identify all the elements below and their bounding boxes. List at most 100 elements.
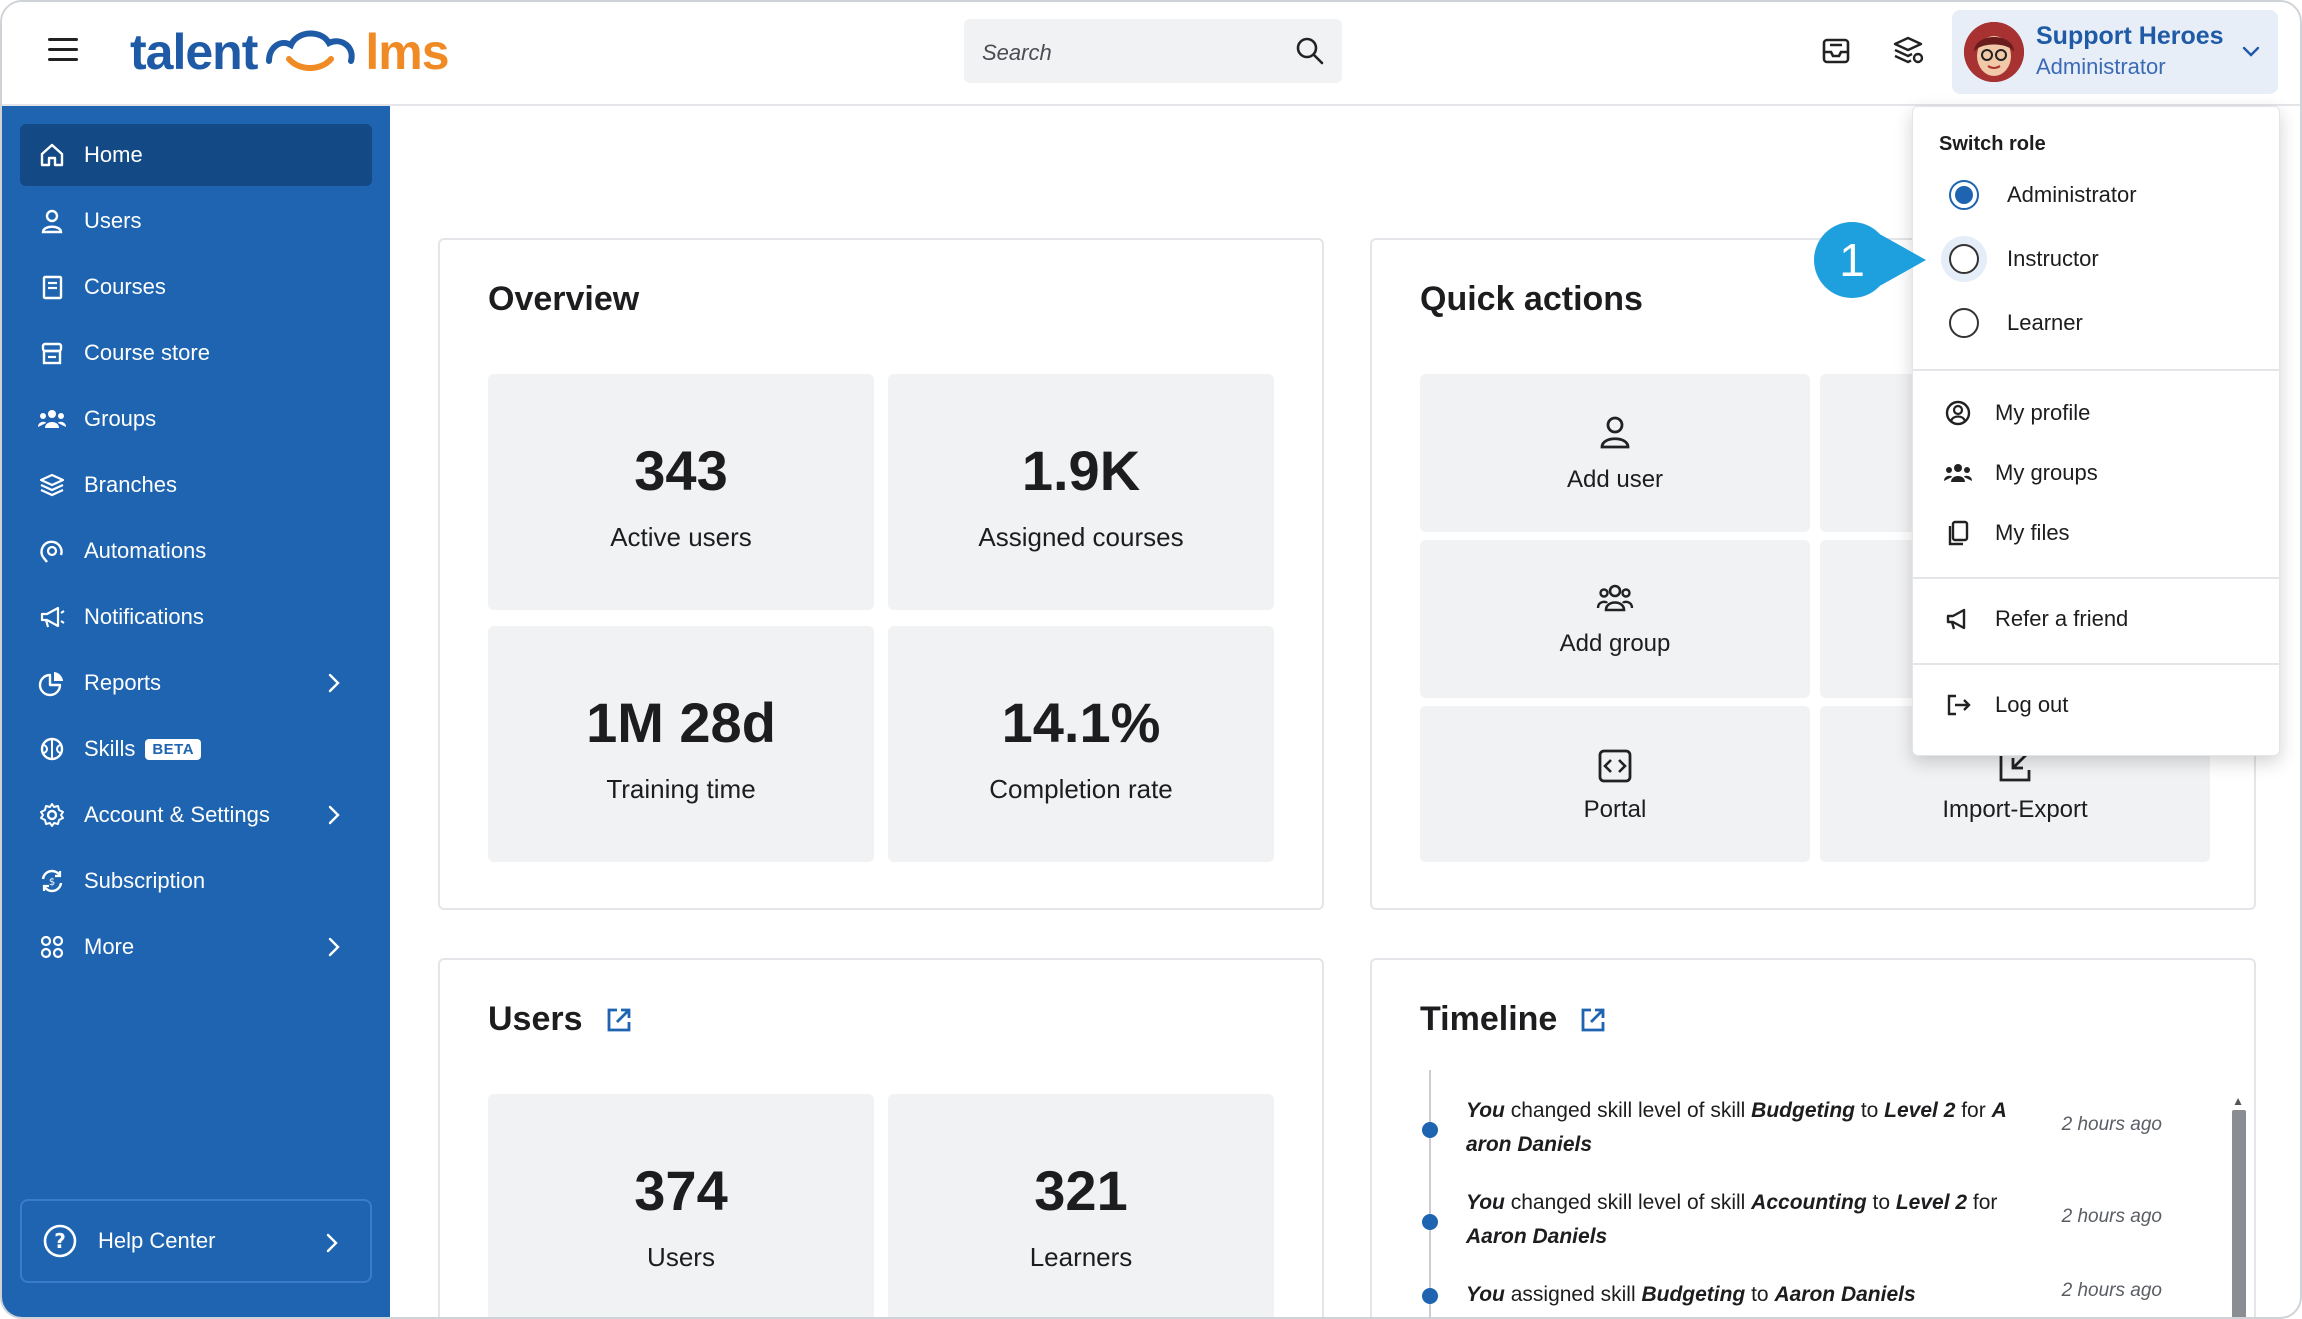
radio-unselected[interactable]: [1949, 244, 1979, 274]
sidebar-item-reports[interactable]: Reports: [20, 652, 372, 714]
home-icon: [40, 143, 64, 167]
radio-unselected[interactable]: [1949, 308, 1979, 338]
layers-settings-icon[interactable]: [1890, 32, 1926, 68]
menu-item-refer-a-friend[interactable]: Refer a friend: [1943, 599, 2263, 639]
help-center-label: Help Center: [98, 1228, 216, 1253]
divider: [1913, 369, 2279, 371]
timeline-time: 2 hours ago: [2061, 1280, 2162, 1301]
stat-label: Training time: [606, 774, 756, 804]
sidebar-item-notifications[interactable]: Notifications: [20, 586, 372, 648]
sidebar-item-label: Automations: [84, 538, 207, 563]
quick-actions-title: Quick actions: [1420, 280, 1643, 318]
sidebar-item-label: Subscription: [84, 868, 206, 893]
automation-icon: [40, 540, 63, 563]
megaphone-icon: [1946, 608, 1966, 630]
svg-text:?: ?: [54, 1229, 66, 1253]
chevron-right-icon: [328, 805, 340, 825]
hamburger-menu-icon[interactable]: [48, 38, 78, 62]
divider: [1913, 663, 2279, 665]
callout-number: 1: [1814, 222, 1890, 298]
menu-item-log-out[interactable]: Log out: [1943, 685, 2263, 725]
external-link-icon[interactable]: [1579, 1006, 1607, 1034]
beta-badge: BETA: [145, 738, 202, 760]
overview-title: Overview: [488, 280, 640, 318]
sidebar-item-label: Reports: [84, 670, 162, 695]
stat-tile-completion-rate[interactable]: 14.1% Completion rate: [888, 626, 1274, 862]
sidebar-item-groups[interactable]: Groups: [20, 388, 372, 450]
radio-selected[interactable]: [1949, 180, 1979, 210]
users-title-text: Users: [488, 1000, 583, 1038]
sidebar-item-courses[interactable]: Courses: [20, 256, 372, 318]
help-center-button[interactable]: ? Help Center: [20, 1199, 372, 1283]
role-option-administrator[interactable]: Administrator: [1949, 175, 2269, 215]
sidebar-item-branches[interactable]: Branches: [20, 454, 372, 516]
talentlms-logo[interactable]: talent lms: [130, 20, 450, 84]
book-icon: [42, 275, 63, 300]
stat-tile-learners[interactable]: 321 Learners: [888, 1094, 1274, 1317]
stat-tile-active-users[interactable]: 343 Active users: [488, 374, 874, 610]
sidebar-item-home[interactable]: Home: [20, 124, 372, 186]
top-header: talent lms Search: [2, 2, 2300, 106]
role-label: Instructor: [2007, 246, 2099, 271]
stat-value: 321: [1034, 1159, 1128, 1222]
stat-value: 374: [634, 1159, 728, 1222]
menu-item-my-files[interactable]: My files: [1943, 513, 2263, 553]
stat-label: Users: [647, 1242, 715, 1272]
help-icon: ?: [43, 1224, 77, 1258]
timeline-time: 2 hours ago: [2061, 1114, 2162, 1135]
role-option-instructor[interactable]: Instructor: [1949, 239, 2269, 279]
sidebar-item-course-store[interactable]: Course store: [20, 322, 372, 384]
menu-item-my-groups[interactable]: My groups: [1943, 453, 2263, 493]
sidebar-item-label: More: [84, 934, 135, 959]
search-icon[interactable]: [1294, 35, 1326, 67]
menu-item-my-profile[interactable]: My profile: [1943, 393, 2263, 433]
timeline-scrollbar[interactable]: [2232, 1110, 2246, 1317]
layers-icon: [39, 473, 65, 497]
files-icon: [1948, 520, 1969, 546]
sidebar-item-label: Groups: [84, 406, 157, 431]
sidebar-item-label: Branches: [84, 472, 177, 497]
sidebar-item-subscription[interactable]: $ Subscription: [20, 850, 372, 912]
overview-card: Overview 343 Active users 1.9K Assigned …: [438, 238, 1324, 910]
timeline-text: You changed skill level of skill Account…: [1466, 1191, 1998, 1248]
users-title: Users: [488, 1000, 633, 1039]
scroll-up-arrow-icon[interactable]: ▲: [2232, 1094, 2244, 1108]
groups-icon: [1944, 464, 1972, 482]
groups-icon: [38, 410, 66, 428]
sidebar-item-more[interactable]: More: [20, 916, 372, 978]
search-input[interactable]: Search: [964, 19, 1342, 83]
role-label: Learner: [2007, 310, 2083, 335]
sidebar-item-label: Account & Settings: [84, 802, 270, 827]
step-callout: 1: [1814, 222, 1926, 298]
sidebar-item-automations[interactable]: Automations: [20, 520, 372, 582]
quick-action-add-user[interactable]: Add user: [1420, 374, 1810, 532]
sidebar-item-skills[interactable]: Skills BETA: [20, 718, 372, 780]
chevron-right-icon: [326, 1233, 338, 1253]
user-role: Administrator: [2036, 54, 2166, 79]
groups-icon: [1596, 584, 1634, 612]
stat-label: Active users: [610, 522, 752, 552]
stat-value: 1M 28d: [586, 691, 776, 754]
sidebar-item-users[interactable]: Users: [20, 190, 372, 252]
quick-action-label: Portal: [1583, 796, 1647, 823]
inbox-icon[interactable]: [1818, 32, 1854, 68]
quick-action-add-group[interactable]: Add group: [1420, 540, 1810, 698]
user-dropdown-menu: Switch role Administrator Instructor Lea…: [1912, 106, 2280, 756]
subscription-icon: $: [41, 869, 63, 893]
megaphone-icon: [40, 606, 65, 628]
external-link-icon[interactable]: [605, 1006, 633, 1034]
timeline-dot: [1422, 1288, 1438, 1304]
sidebar-item-account-settings[interactable]: Account & Settings: [20, 784, 372, 846]
stat-tile-users[interactable]: 374 Users: [488, 1094, 874, 1317]
stat-value: 1.9K: [1021, 439, 1141, 502]
stat-tile-assigned-courses[interactable]: 1.9K Assigned courses: [888, 374, 1274, 610]
timeline-line: [1429, 1070, 1431, 1317]
user-menu-button[interactable]: Support Heroes Administrator: [1952, 10, 2278, 94]
quick-action-portal[interactable]: Portal: [1420, 706, 1810, 862]
role-option-learner[interactable]: Learner: [1949, 303, 2269, 343]
stat-tile-training-time[interactable]: 1M 28d Training time: [488, 626, 874, 862]
chevron-right-icon: [328, 673, 340, 693]
logo-text-lms: lms: [365, 24, 449, 80]
stat-value: 14.1%: [1001, 691, 1161, 754]
